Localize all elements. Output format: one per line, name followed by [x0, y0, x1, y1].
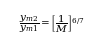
Text: $\dfrac{y_{m2}}{y_{m1}} = \left[\dfrac{1}{M}\right]^{6/7}$: $\dfrac{y_{m2}}{y_{m1}} = \left[\dfrac{1…	[19, 13, 84, 35]
